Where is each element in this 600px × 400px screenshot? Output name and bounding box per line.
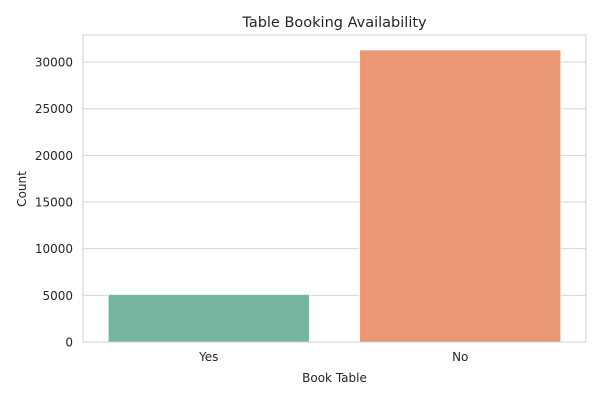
y-tick-labels: 0 5000 10000 15000 20000 25000 30000 [35, 56, 73, 350]
y-tick-label: 25000 [35, 102, 73, 116]
y-tick-label: 5000 [42, 289, 73, 303]
x-axis-label: Book Table [302, 371, 367, 385]
y-tick-label: 0 [65, 336, 73, 350]
y-axis-label: Count [15, 171, 29, 207]
bar-yes [107, 294, 310, 343]
x-tick-label: No [452, 350, 468, 364]
y-tick-label: 10000 [35, 242, 73, 256]
x-tick-label: Yes [198, 350, 218, 364]
plot-frame [82, 34, 587, 343]
y-tick-label: 20000 [35, 149, 73, 163]
chart-title: Table Booking Availability [241, 15, 427, 31]
bar-no [359, 49, 562, 343]
y-tick-label: 30000 [35, 56, 73, 70]
x-tick-labels: Yes No [198, 350, 468, 364]
bars [107, 49, 562, 343]
y-tick-label: 15000 [35, 196, 73, 210]
